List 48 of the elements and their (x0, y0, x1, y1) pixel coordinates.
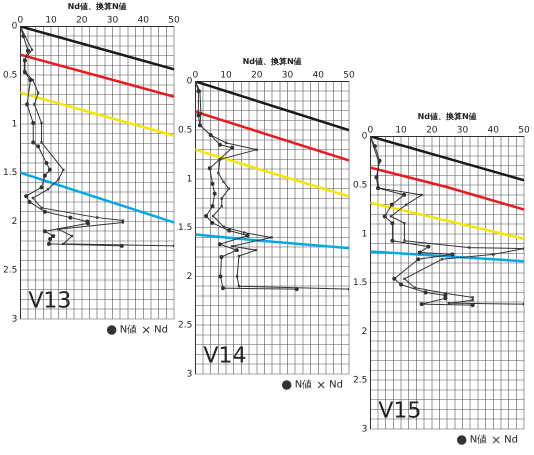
y-tick-label: 1 (186, 174, 192, 184)
x-axis-title: Nd値、換算N値 (242, 56, 302, 66)
y-tick-label: 1.5 (178, 223, 192, 234)
x-tick-label: 10 (45, 15, 58, 26)
x-tick-label: 50 (168, 15, 180, 26)
x-tick-label: 40 (312, 70, 324, 80)
y-tick-label: 0 (362, 132, 368, 142)
y-tick-label: 0 (186, 76, 193, 87)
legend-label: Nd (329, 380, 343, 391)
x-tick-label: 20 (76, 15, 88, 26)
x-tick-label: 50 (518, 125, 530, 136)
x-tick-label: 40 (138, 15, 150, 26)
y-tick-label: 2 (362, 326, 368, 337)
y-tick-label: 3 (186, 369, 192, 380)
y-tick-label: 2.5 (178, 320, 192, 331)
x-tick-label: 20 (426, 125, 438, 136)
y-tick-label: 1 (362, 229, 368, 240)
y-tick-label: 0.5 (352, 180, 368, 191)
x-tick-label: 40 (488, 125, 500, 136)
annotation: V14 (203, 344, 246, 369)
x-tick-label: 30 (106, 15, 119, 26)
legend-label: Nd (504, 434, 518, 446)
y-tick-label: 2 (12, 216, 18, 227)
x-axis-title: Nd値、換算N値 (418, 112, 477, 121)
y-tick-label: 2.5 (352, 376, 368, 386)
legend-label: Nd (154, 324, 168, 336)
x-tick-label: 50 (343, 70, 355, 80)
y-tick-label: 3 (12, 314, 18, 324)
x-tick-label: 10 (395, 125, 408, 136)
y-tick-label: 3 (362, 424, 368, 434)
legend-label: N値 (120, 324, 138, 336)
x-tick-label: 30 (456, 125, 469, 136)
y-tick-label: 0.5 (2, 70, 18, 81)
x-tick-label: 10 (220, 70, 232, 80)
y-tick-label: 2.5 (2, 266, 18, 276)
x-tick-label: 30 (282, 70, 294, 80)
annotation: V13 (28, 288, 72, 314)
y-tick-label: 1.5 (352, 278, 368, 288)
x-axis-title: Nd値、換算N値 (68, 2, 127, 11)
y-tick-label: 1 (12, 119, 18, 130)
y-tick-label: 2 (186, 272, 192, 282)
y-tick-label: 1.5 (2, 168, 18, 178)
y-tick-label: 0.5 (178, 126, 192, 136)
x-tick-label: 20 (251, 70, 263, 80)
legend-label: N値 (470, 434, 488, 446)
annotation: V15 (378, 398, 422, 424)
legend-label: N値 (294, 378, 312, 391)
y-tick-label: 0 (12, 22, 18, 32)
